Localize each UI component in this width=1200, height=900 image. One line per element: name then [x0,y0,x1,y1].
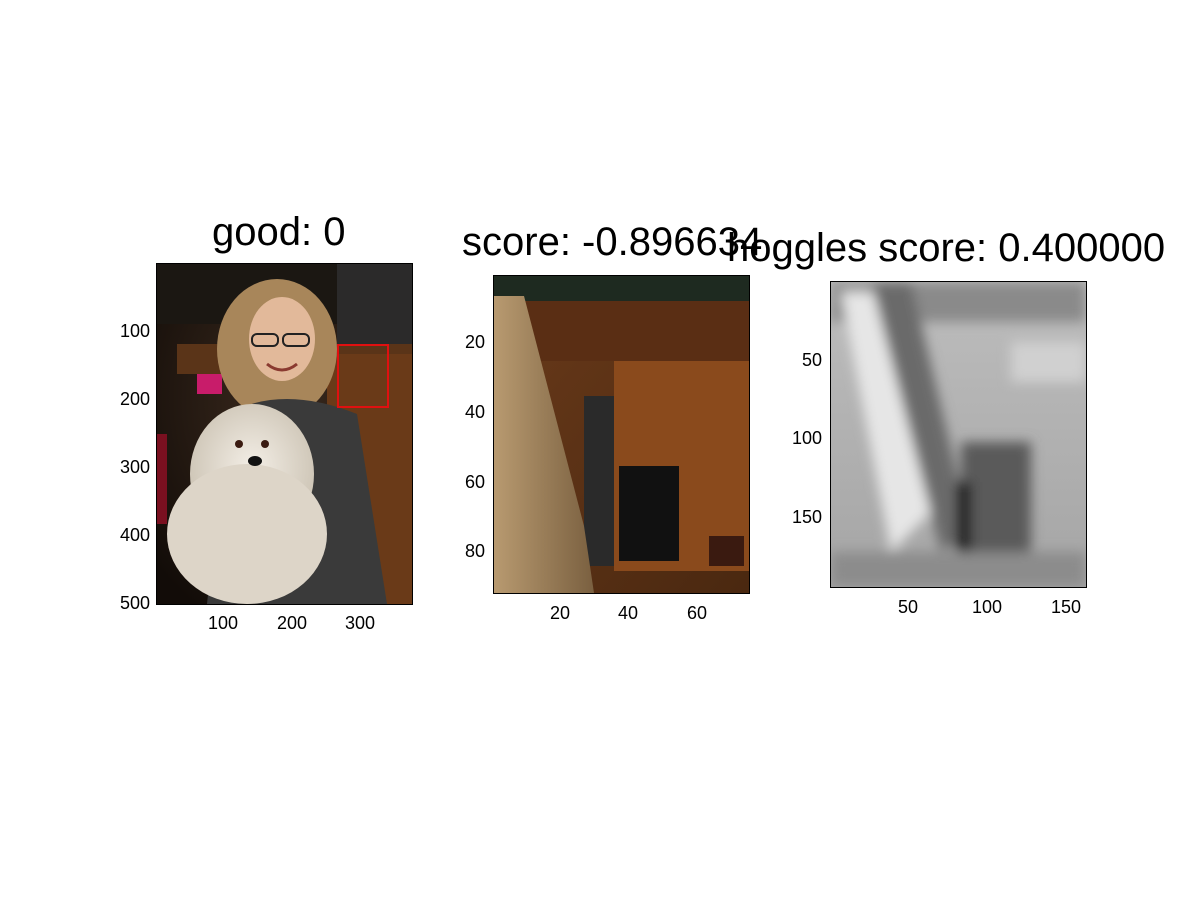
panel-2-xtick: 20 [549,603,571,623]
panel-3-ytick: 100 [791,428,822,448]
panel-1-ytick: 400 [119,525,150,545]
panel-1-ytick: 200 [119,389,150,409]
detection-box [337,344,389,408]
panel-2-title: score: -0.896634 [462,220,763,264]
panel-3-ytick: 50 [801,350,822,370]
panel-1-title: good: 0 [212,210,346,254]
panel-3-xtick: 50 [897,597,919,617]
panel-2-image [493,275,750,594]
panel-3-ytick: 150 [791,507,822,527]
panel-3-xtick: 100 [971,597,1003,617]
panel-2-ytick: 40 [464,402,485,422]
panel-3-image [830,281,1087,588]
panel-2-ytick: 20 [464,332,485,352]
panel-1-ytick: 300 [119,457,150,477]
panel-1-ytick: 500 [119,593,150,613]
panel-1-xtick: 100 [207,613,239,633]
panel-2-ytick: 80 [464,541,485,561]
panel-1-image [156,263,413,605]
panel-1-xtick: 200 [276,613,308,633]
panel-2-xtick: 40 [617,603,639,623]
panel-2-ytick: 60 [464,472,485,492]
panel-3-title: hoggles score: 0.400000 [727,226,1166,270]
panel-2-xtick: 60 [686,603,708,623]
panel-1-ytick: 100 [119,321,150,341]
panel-3-xtick: 150 [1050,597,1082,617]
panel-1-xtick: 300 [344,613,376,633]
